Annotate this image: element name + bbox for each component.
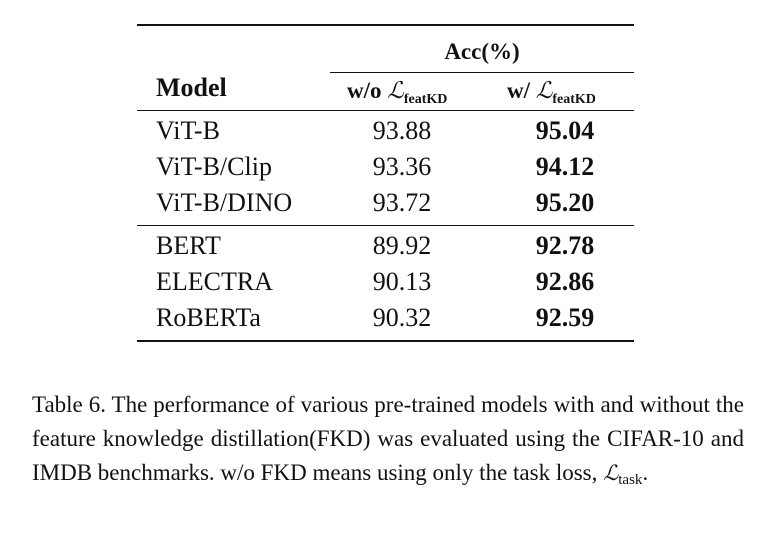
acc-without-cell: 93.72 — [372, 188, 432, 217]
acc-without-cell: 90.13 — [372, 267, 432, 296]
table-row: BERT 89.92 92.78 — [137, 228, 634, 264]
vision-models-group: ViT-B 93.88 95.04 ViT-B/Clip 93.36 94.12… — [137, 111, 634, 225]
table-row: ViT-B 93.88 95.04 — [137, 113, 634, 149]
table-row: ViT-B/DINO 93.72 95.20 — [137, 185, 634, 221]
acc-with-cell: 95.20 — [535, 188, 595, 217]
acc-with-cell: 92.86 — [535, 267, 595, 296]
acc-header-rule — [330, 72, 634, 73]
caption-end: . — [642, 460, 649, 485]
acc-with-cell: 92.59 — [535, 303, 595, 332]
top-rule — [137, 24, 634, 26]
header-rule — [137, 110, 634, 111]
bottom-rule — [137, 340, 634, 342]
acc-with-cell: 92.78 — [535, 231, 595, 260]
model-cell: ViT-B/DINO — [156, 188, 293, 217]
model-cell: RoBERTa — [156, 303, 261, 332]
model-cell: ViT-B — [156, 116, 220, 145]
caption-text: Table 6. The performance of various pre-… — [32, 392, 744, 485]
acc-without-cell: 89.92 — [372, 231, 432, 260]
language-models-group: BERT 89.92 92.78 ELECTRA 90.13 92.86 RoB… — [137, 226, 634, 340]
results-table: Acc(%) Model w/o ℒfeatKD w/ ℒfeatKD ViT-… — [137, 24, 634, 342]
model-cell: ELECTRA — [156, 267, 273, 296]
col-header-without-featkd: w/o ℒfeatKD — [347, 78, 448, 107]
acc-without-cell: 90.32 — [372, 303, 432, 332]
table-row: ELECTRA 90.13 92.86 — [137, 264, 634, 300]
table-row: RoBERTa 90.32 92.59 — [137, 300, 634, 336]
model-cell: ViT-B/Clip — [156, 152, 272, 181]
group-separator-rule — [137, 225, 634, 226]
caption-loss-subscript: task — [618, 472, 643, 488]
col-header-with-featkd: w/ ℒfeatKD — [507, 78, 596, 107]
acc-header: Acc(%) — [444, 39, 520, 64]
caption-loss-symbol: ℒ — [603, 461, 619, 485]
model-header: Model — [156, 73, 227, 102]
table-header: Acc(%) Model w/o ℒfeatKD w/ ℒfeatKD — [137, 26, 634, 110]
acc-without-cell: 93.88 — [372, 116, 432, 145]
table-row: ViT-B/Clip 93.36 94.12 — [137, 149, 634, 185]
table-caption: Table 6. The performance of various pre-… — [32, 388, 744, 493]
acc-with-cell: 95.04 — [535, 116, 595, 145]
acc-with-cell: 94.12 — [535, 152, 595, 181]
model-cell: BERT — [156, 231, 221, 260]
acc-without-cell: 93.36 — [372, 152, 432, 181]
